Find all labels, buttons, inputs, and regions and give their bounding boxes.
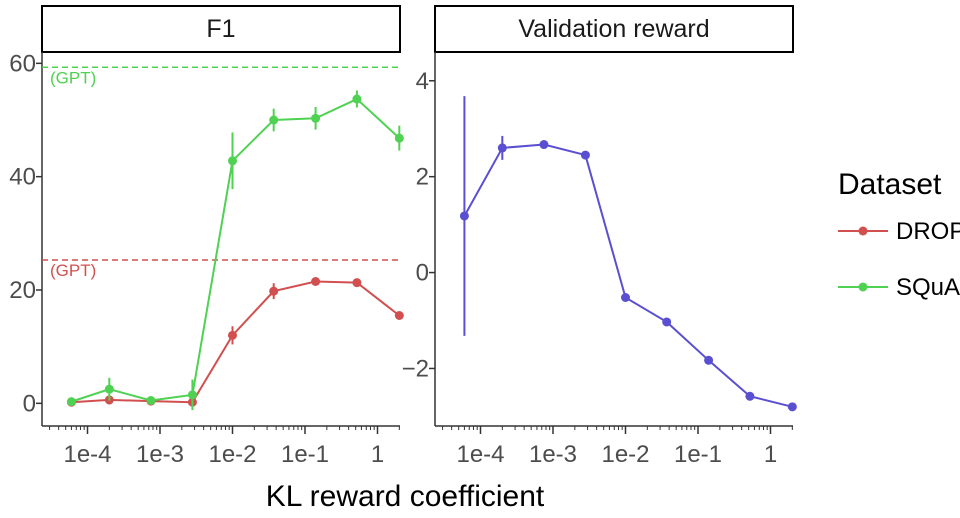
data-point — [228, 330, 237, 340]
series-drop — [66, 277, 404, 407]
data-point — [539, 140, 549, 150]
series-line — [463, 143, 793, 408]
series-reward — [459, 96, 797, 412]
x-tick-label: 1e-1 — [281, 441, 329, 468]
data-point — [394, 311, 404, 320]
x-tick-label: 1e-2 — [601, 441, 649, 468]
x-tick-label: 1 — [764, 441, 777, 468]
data-point — [269, 286, 279, 296]
legend-label-drop: DROP — [896, 218, 960, 245]
legend-label-squad: SQuAD — [896, 274, 960, 301]
legend-marker-drop — [858, 226, 868, 236]
x-axis-title: KL reward coefficient — [266, 480, 545, 513]
data-point — [311, 277, 321, 286]
series-squad — [66, 90, 404, 411]
x-tick-label: 1 — [371, 441, 384, 468]
legend-title: Dataset — [838, 168, 942, 201]
x-tick-label: 1e-1 — [674, 441, 722, 468]
legend: Dataset DROP SQuAD — [838, 168, 960, 301]
y-tick-label: 2 — [416, 164, 429, 191]
data-point — [580, 150, 590, 160]
data-point — [66, 397, 76, 407]
y-tick-label: 4 — [416, 68, 429, 95]
facet-strip-f1: F1 — [41, 5, 401, 53]
legend-entry-squad: SQuAD — [838, 274, 960, 301]
series-line — [71, 97, 401, 403]
data-point — [662, 317, 672, 327]
panel-validation-reward: −2 0 2 4 1e-4 1e-3 1e-2 1e-1 1 — [402, 52, 797, 468]
facet-strip-validation-reward: Validation reward — [434, 5, 794, 53]
x-tick-label: 1e-3 — [136, 441, 184, 468]
series-line — [71, 280, 400, 404]
legend-marker-squad — [858, 282, 868, 292]
y-tick-label: 60 — [9, 50, 36, 77]
gpt-reference-label: (GPT) — [50, 261, 96, 280]
data-point — [228, 156, 237, 166]
data-point — [497, 143, 507, 153]
data-point — [352, 94, 362, 104]
facet-title-validation-reward: Validation reward — [518, 15, 709, 43]
data-point — [311, 113, 321, 123]
panel-f1: 0 20 40 60 1e-4 1e-3 1e-2 1e-1 1 (GPT) (GPT) — [9, 50, 404, 468]
y-tick-label: −2 — [402, 355, 429, 382]
data-point — [104, 384, 114, 394]
data-point — [269, 115, 279, 125]
facet-title-f1: F1 — [206, 15, 235, 43]
x-tick-label: 1e-2 — [208, 441, 256, 468]
x-tick-label: 1e-4 — [456, 441, 504, 468]
data-point — [394, 133, 404, 143]
data-point — [187, 390, 197, 400]
data-point — [745, 391, 755, 401]
y-tick-label: 0 — [416, 260, 429, 287]
data-point — [352, 278, 362, 288]
strip-box-f1 — [41, 5, 401, 53]
data-point — [704, 355, 714, 365]
gpt-reference-label: (GPT) — [50, 68, 96, 87]
data-point — [459, 211, 469, 221]
y-tick-label: 40 — [9, 164, 36, 191]
data-point — [621, 292, 630, 302]
y-tick-label: 0 — [23, 390, 36, 417]
x-tick-label: 1e-4 — [63, 441, 111, 468]
data-point — [787, 402, 797, 412]
y-tick-label: 20 — [9, 277, 36, 304]
legend-entry-drop: DROP — [838, 218, 960, 245]
x-tick-label: 1e-3 — [529, 441, 577, 468]
data-point — [146, 396, 156, 405]
strip-box-validation-reward — [434, 5, 794, 53]
